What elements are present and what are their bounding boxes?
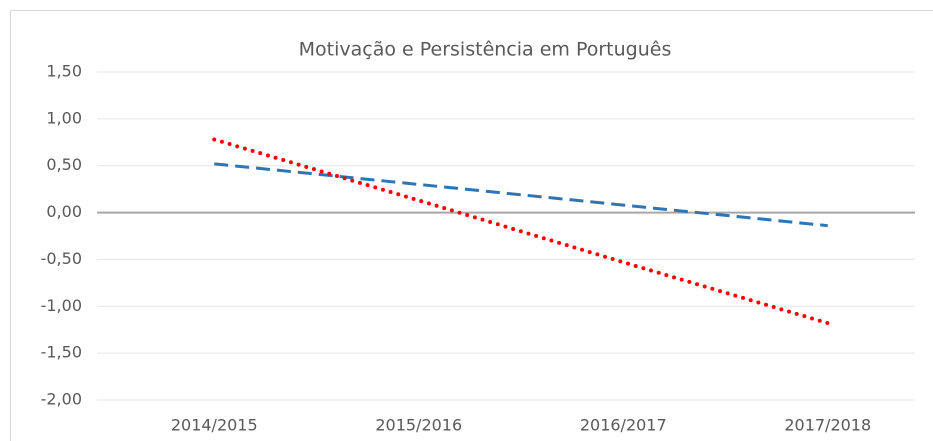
series-line bbox=[214, 162, 828, 228]
chart-title: Motivação e Persistência em Português bbox=[299, 39, 672, 61]
y-tick-label: 1,50 bbox=[46, 62, 82, 81]
y-tick-label: -1,50 bbox=[41, 343, 82, 362]
y-tick-label: -1,00 bbox=[41, 296, 82, 315]
x-tick-label: 2017/2018 bbox=[784, 416, 871, 435]
x-tick-label: 2016/2017 bbox=[580, 416, 667, 435]
x-tick-label: 2015/2016 bbox=[375, 416, 462, 435]
y-tick-label: 1,00 bbox=[46, 108, 82, 127]
series-line bbox=[212, 137, 830, 326]
y-tick-label: -0,50 bbox=[41, 249, 82, 268]
chart-frame bbox=[10, 10, 933, 441]
x-tick-label: 2014/2015 bbox=[171, 416, 258, 435]
y-tick-label: 0,50 bbox=[46, 155, 82, 174]
y-tick-label: -2,00 bbox=[41, 390, 82, 409]
y-tick-label: 0,00 bbox=[46, 202, 82, 221]
